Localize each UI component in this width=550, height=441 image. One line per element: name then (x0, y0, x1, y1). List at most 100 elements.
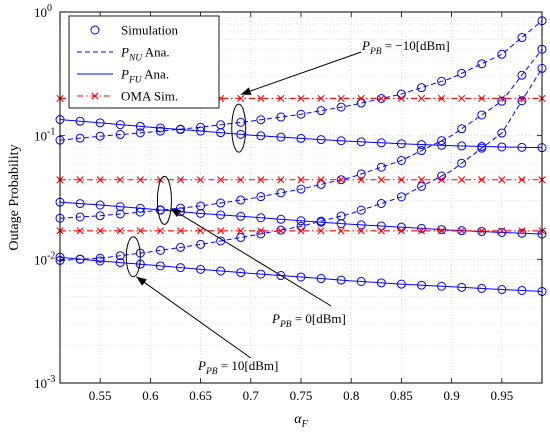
oma-x-marker (277, 227, 285, 235)
oma-x-marker (417, 176, 426, 184)
simulation-marker (256, 213, 266, 223)
x-tick-label: 0.85 (390, 388, 413, 403)
annotation-ellipse-minus10 (231, 103, 247, 153)
annotation-arrow-0 (170, 207, 332, 307)
oma-x-marker (357, 176, 365, 184)
oma-x-marker (437, 94, 446, 103)
simulation-marker (276, 225, 286, 235)
simulation-marker (396, 279, 406, 289)
simulation-marker (497, 285, 507, 295)
simulation-marker (155, 126, 165, 136)
annotation-arrow-10 (136, 276, 252, 359)
simulation-marker (336, 102, 346, 112)
simulation-marker (457, 124, 467, 134)
simulation-marker (75, 254, 85, 264)
oma-x-marker (176, 176, 185, 184)
simulation-marker (296, 216, 306, 226)
oma-x-marker (196, 227, 205, 235)
legend-box (68, 15, 220, 109)
simulation-marker (256, 229, 266, 239)
simulation-marker (497, 49, 507, 59)
simulation-marker (236, 211, 246, 221)
simulation-marker (376, 198, 386, 208)
simulation-marker (437, 281, 447, 291)
series-fu-7 (55, 252, 547, 296)
arrow-head (240, 87, 252, 95)
simulation-marker (75, 212, 85, 222)
simulation-marker (256, 115, 266, 125)
oma-x-marker (498, 94, 506, 103)
simulation-marker (236, 195, 246, 205)
simulation-marker (115, 209, 125, 219)
simulation-marker (155, 123, 165, 133)
simulation-marker (135, 128, 145, 138)
simulation-marker (115, 251, 125, 261)
legend-entry-3: OMA Sim. (77, 89, 178, 104)
simulation-marker (176, 242, 185, 252)
fu-analytic-line (59, 119, 543, 149)
simulation-marker (477, 110, 487, 120)
x-tick-label: 0.75 (290, 388, 313, 403)
oma-x-marker (96, 176, 104, 184)
x-tick-label: 0.55 (89, 388, 112, 403)
oma-x-marker (518, 227, 526, 235)
simulation-marker (497, 128, 507, 138)
simulation-marker (477, 59, 487, 69)
annotation-label-minus10: PPB = −10[dBm] (361, 38, 450, 57)
oma-x-marker (397, 94, 406, 103)
simulation-marker (256, 131, 266, 141)
simulation-marker (396, 139, 406, 149)
oma-x-marker (417, 227, 426, 235)
annotation-ellipse-0 (156, 175, 172, 225)
simulation-marker (196, 264, 206, 274)
simulation-marker (336, 136, 346, 146)
oma-x-marker (458, 94, 466, 103)
arrow-shaft (170, 207, 332, 307)
simulation-marker (176, 125, 185, 135)
simulation-marker (276, 271, 286, 281)
x-tick-label: 0.7 (243, 388, 260, 403)
oma-x-marker (237, 227, 245, 235)
simulation-marker (437, 140, 447, 150)
arrow-head (136, 276, 147, 286)
simulation-marker (417, 83, 426, 93)
oma-x-marker (176, 227, 185, 235)
annotation-ellipse-10 (125, 236, 141, 278)
legend-entry-2: PFU Ana. (77, 67, 169, 86)
simulation-marker (417, 181, 426, 191)
simulation-marker (437, 171, 447, 181)
simulation-marker (155, 261, 165, 271)
simulation-marker (276, 132, 286, 142)
simulation-marker (437, 76, 447, 86)
oma-x-marker (377, 227, 385, 235)
oma-x-marker (458, 227, 466, 235)
simulation-marker (336, 211, 346, 221)
oma-x-marker (357, 94, 365, 103)
oma-x-marker (116, 227, 124, 235)
x-tick-label: 0.65 (189, 388, 212, 403)
oma-x-marker (377, 94, 385, 103)
simulation-marker (95, 256, 105, 266)
simulation-marker (417, 223, 426, 233)
simulation-marker (95, 211, 105, 221)
x-tick-label: 0.9 (444, 388, 460, 403)
simulation-marker (316, 216, 326, 226)
simulation-marker (256, 269, 266, 279)
oma-x-marker (317, 176, 325, 184)
oma-x-marker (478, 227, 486, 235)
oma-x-marker (136, 227, 144, 235)
simulation-marker (115, 130, 125, 140)
simulation-marker (316, 135, 326, 145)
arrow-head (170, 208, 182, 217)
simulation-marker (457, 141, 467, 151)
simulation-marker (457, 158, 467, 168)
legend-label: Simulation (121, 23, 179, 38)
oma-x-marker (317, 94, 325, 103)
simulation-marker (497, 96, 507, 106)
annotation-layer: PPB = −10[dBm] PPB = 0[dBm] PPB = 10[dBm] (125, 38, 450, 377)
simulation-marker (396, 155, 406, 165)
oma-x-marker (116, 176, 124, 184)
oma-x-marker (297, 227, 305, 235)
simulation-marker (517, 285, 527, 295)
simulation-marker (437, 136, 447, 146)
